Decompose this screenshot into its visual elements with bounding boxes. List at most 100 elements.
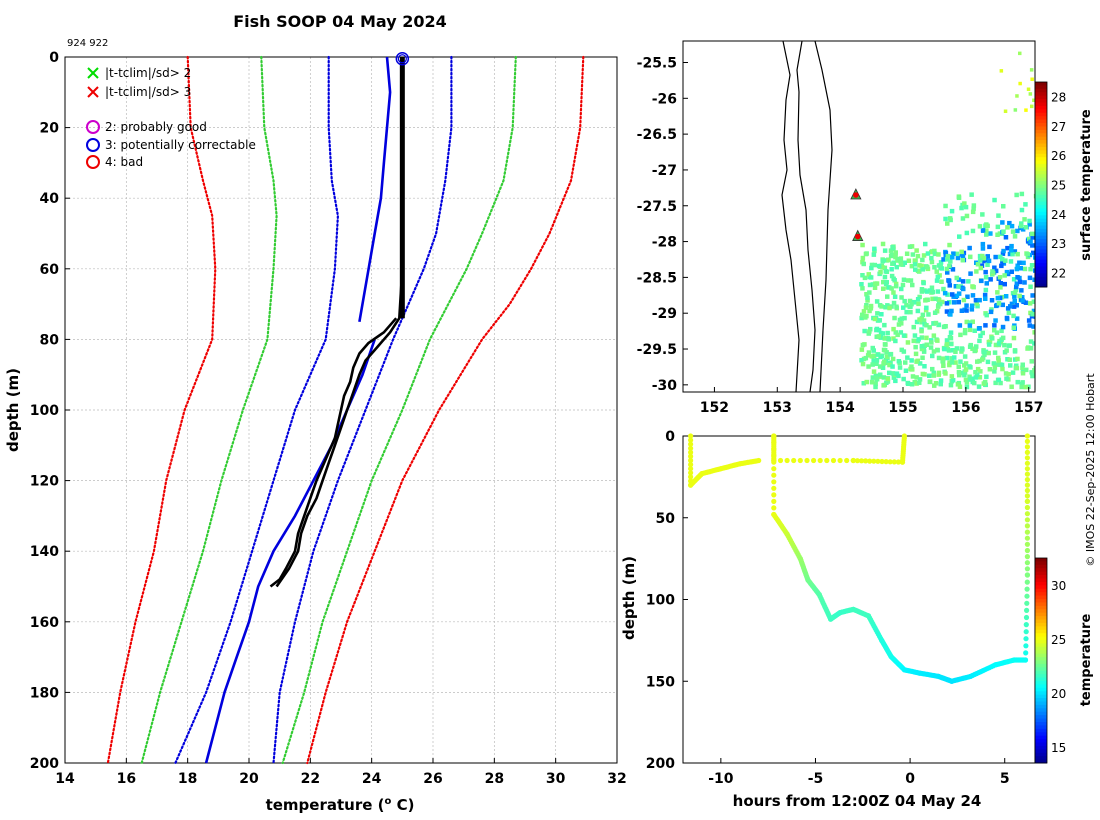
map-colorbar-step bbox=[1035, 283, 1047, 288]
profile-series-line bbox=[306, 55, 585, 765]
map-xtick-label: 153 bbox=[763, 400, 792, 416]
map-sst-pixel bbox=[899, 316, 904, 321]
map-sst-pixel bbox=[890, 364, 895, 369]
map-sst-pixel bbox=[872, 285, 878, 290]
map-sst-pixel bbox=[969, 192, 974, 197]
map-colorbar-step bbox=[1035, 269, 1047, 274]
dt-track-point bbox=[1022, 657, 1029, 663]
profile-ticks: 14 16 18 20 22 24 26 28 30 32 0 20 40 60 80 100 120 140 16… bbox=[30, 50, 627, 787]
map-sst-pixel bbox=[893, 338, 898, 344]
profile-legend: |t-tclim|/sd> 2 |t-tclim|/sd> 3 2: probabl… bbox=[86, 66, 256, 169]
map-sst-pixel bbox=[1015, 356, 1020, 362]
map-sst-pixel bbox=[1013, 287, 1019, 293]
legend-label: 2: probably good bbox=[105, 120, 207, 134]
map-sst-pixel bbox=[859, 282, 864, 287]
map-sst-pixel bbox=[1018, 266, 1023, 271]
dt-track-point bbox=[771, 457, 777, 464]
dt-ytick-label: 200 bbox=[646, 756, 675, 772]
map-colorbar-step bbox=[1035, 82, 1047, 86]
instrument-id: 924 922 bbox=[67, 38, 108, 49]
map-sst-pixel bbox=[988, 277, 993, 282]
dt-colorbar-step bbox=[1035, 677, 1047, 682]
map-sst-pixel bbox=[899, 321, 904, 326]
map-sst-pixel bbox=[1012, 294, 1017, 299]
map-colorbar-step bbox=[1035, 222, 1047, 226]
dt-track-point bbox=[771, 498, 777, 504]
map-sst-pixel bbox=[1030, 293, 1035, 298]
map-sst-pixel bbox=[860, 242, 865, 248]
dt-track-point bbox=[771, 472, 777, 478]
map-ytick-label: -27 bbox=[652, 163, 677, 179]
dt-colorbar-tick-label: 15 bbox=[1051, 741, 1066, 755]
dt-track-point bbox=[771, 479, 777, 485]
map-sst-pixel bbox=[1027, 222, 1032, 227]
map-sst-pixel bbox=[927, 325, 932, 330]
map-sst-pixel bbox=[956, 364, 961, 369]
dt-track-point bbox=[1024, 600, 1030, 606]
map-sst-pixel bbox=[1033, 268, 1035, 273]
map-sst-pixel bbox=[871, 252, 877, 257]
map-sst-pixel bbox=[910, 252, 916, 257]
map-sst-pixel bbox=[898, 262, 904, 267]
map-sst-pixel bbox=[947, 300, 952, 305]
dt-track-point bbox=[784, 457, 790, 464]
dt-track-point bbox=[1024, 471, 1030, 477]
map-sst-pixel bbox=[998, 254, 1003, 260]
legend-circle-marker bbox=[86, 120, 100, 134]
dt-colorbar-step bbox=[1035, 629, 1047, 634]
map-colorbar-step bbox=[1035, 88, 1047, 93]
dt-track-point bbox=[688, 462, 694, 468]
map-sst-pixel bbox=[1015, 251, 1020, 257]
map-sst-pixel bbox=[948, 335, 954, 341]
map-colorbar-step bbox=[1035, 273, 1047, 278]
map-sst-pixel bbox=[919, 335, 925, 340]
map-sst-pixel bbox=[1009, 243, 1014, 249]
map-sst-pixel bbox=[920, 257, 925, 263]
map-sst-pixel bbox=[881, 279, 886, 285]
map-sst-pixel bbox=[1027, 236, 1032, 242]
map-sst-pixel bbox=[887, 285, 892, 290]
map-sst-pixel bbox=[903, 360, 908, 365]
map-sst-pixel bbox=[1019, 288, 1024, 293]
map-sst-pixel bbox=[977, 375, 983, 380]
dt-colorbar-step bbox=[1035, 722, 1047, 726]
map-sst-pixel bbox=[948, 330, 954, 335]
map-sst-pixel bbox=[893, 378, 898, 384]
map-sst-pixel bbox=[914, 375, 919, 380]
map-sst-pixel bbox=[950, 255, 955, 260]
map-sst-pixel bbox=[948, 259, 953, 264]
map-sst-pixel bbox=[912, 333, 918, 338]
dt-track-point bbox=[1024, 477, 1030, 483]
dt-colorbar-step bbox=[1035, 739, 1047, 743]
map-sst-pixel bbox=[975, 366, 981, 372]
map-colorbar-tick-label: 24 bbox=[1051, 208, 1066, 222]
map-sst-pixel bbox=[868, 303, 874, 309]
map-sst-pixel bbox=[861, 261, 866, 267]
map-sst-pixel bbox=[975, 262, 981, 267]
map-sst-pixel bbox=[943, 203, 948, 209]
map-sst-pixel bbox=[860, 273, 865, 278]
map-ytick-label: -28 bbox=[652, 235, 677, 251]
map-sst-pixel bbox=[972, 380, 977, 386]
map-xtick-label: 155 bbox=[888, 400, 917, 416]
map-sst-pixel bbox=[906, 381, 911, 386]
map-sst-pixel bbox=[962, 354, 968, 359]
map-sst-pixel bbox=[995, 295, 1001, 301]
dt-track-point bbox=[1023, 643, 1029, 649]
map-colorbar-step bbox=[1035, 181, 1047, 185]
map-sst-pixel bbox=[904, 309, 909, 315]
map-sst-pixel bbox=[999, 263, 1004, 269]
map-sst-pixel bbox=[913, 267, 918, 272]
map-sst-pixel bbox=[1015, 228, 1020, 234]
map-colorbar-step bbox=[1035, 198, 1047, 203]
map-sst-pixel bbox=[1020, 365, 1025, 370]
map-colorbar-step bbox=[1035, 259, 1047, 264]
map-sst-pixel bbox=[916, 337, 921, 342]
map-colorbar-tick-label: 26 bbox=[1051, 149, 1066, 163]
dt-colorbar-step bbox=[1035, 653, 1047, 658]
dt-track-point bbox=[879, 458, 885, 465]
map-sst-pixel bbox=[882, 342, 888, 347]
dt-track-point bbox=[1024, 579, 1030, 585]
map-sst-pixel bbox=[1002, 281, 1007, 287]
map-sst-pixel bbox=[911, 324, 916, 330]
